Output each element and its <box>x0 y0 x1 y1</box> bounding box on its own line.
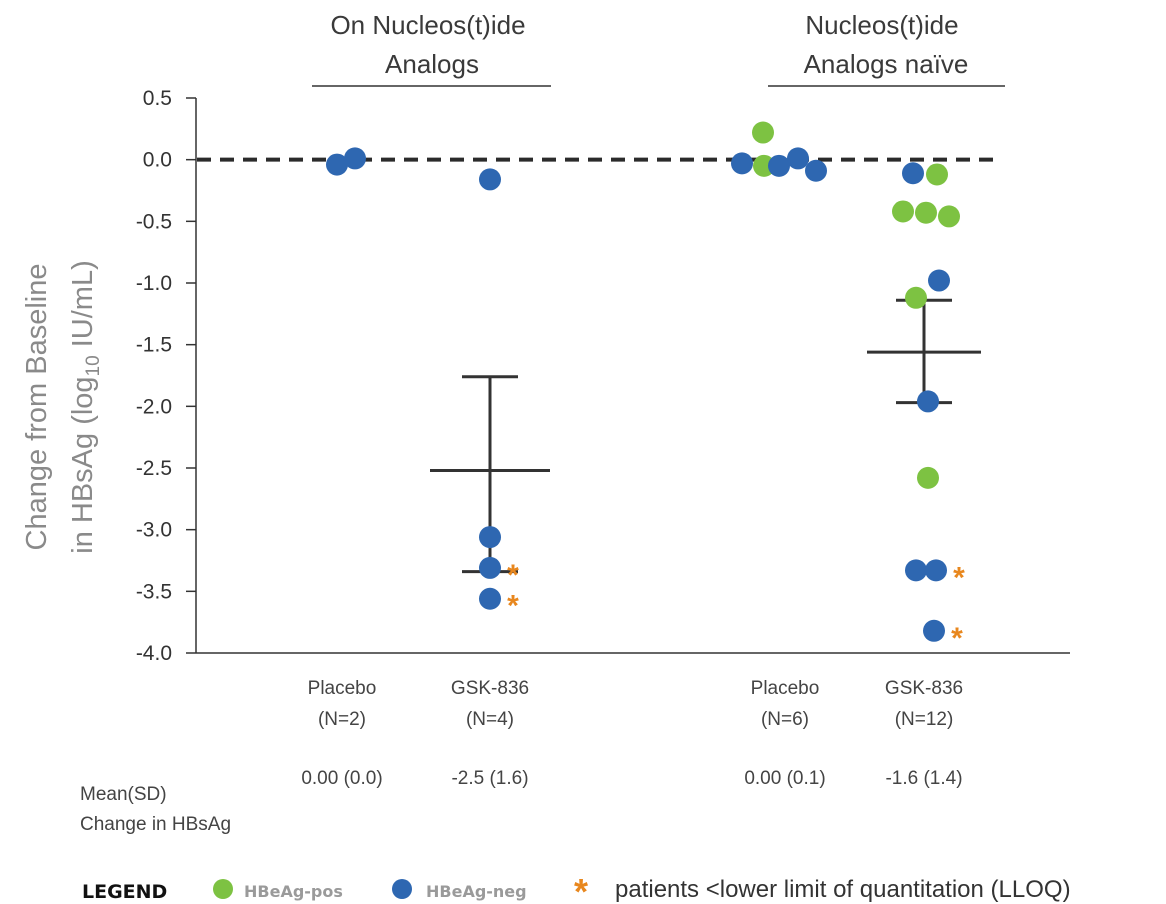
category-n: (N=2) <box>318 709 366 730</box>
group-title-on-na-line2: Analogs <box>385 49 479 79</box>
data-point <box>905 559 927 582</box>
category-stat: -2.5 (1.6) <box>451 768 528 789</box>
error-bars <box>430 298 981 574</box>
data-point <box>923 619 945 642</box>
y-tick-label: 0.5 <box>143 87 172 110</box>
data-point <box>938 205 960 228</box>
legend-title: LEGEND <box>82 881 167 903</box>
y-axis-title-sub: 10 <box>83 355 104 376</box>
legend-neg-label: HBeAg-neg <box>426 882 527 901</box>
y-axis-title-pre: in HBsAg (log <box>67 376 99 553</box>
y-tick-label: 0.0 <box>143 149 172 172</box>
data-point <box>917 390 939 413</box>
category-name: Placebo <box>308 678 377 699</box>
data-point <box>326 153 348 176</box>
y-tick-label: -4.0 <box>136 642 172 665</box>
data-point <box>892 200 914 223</box>
data-point <box>926 163 948 186</box>
data-point <box>805 159 827 182</box>
category-stat: -1.6 (1.4) <box>885 768 962 789</box>
lloq-star-icon: * <box>507 590 519 623</box>
lloq-star-icon: * <box>953 561 965 594</box>
category-n: (N=4) <box>466 709 514 730</box>
y-tick-label: -1.0 <box>136 272 172 295</box>
stat-label-line2: Change in HBsAg <box>80 814 231 835</box>
y-tick-label: -3.0 <box>136 519 172 542</box>
data-point <box>768 154 790 177</box>
data-point <box>479 526 501 549</box>
data-point <box>787 147 809 170</box>
category-n: (N=6) <box>761 709 809 730</box>
data-point <box>752 121 774 144</box>
y-tick-label: -2.0 <box>136 395 172 418</box>
y-axis-title-line2: in HBsAg (log10 IU/mL) <box>67 260 104 554</box>
category-name: GSK-836 <box>451 678 529 699</box>
category-n: (N=12) <box>895 709 954 730</box>
group-title-naive-line1: Nucleos(t)ide <box>805 10 958 40</box>
legend-neg-marker <box>392 879 412 899</box>
y-axis-title-post: IU/mL) <box>67 260 99 355</box>
data-point <box>479 168 501 191</box>
category-name: GSK-836 <box>885 678 963 699</box>
data-point <box>925 559 947 582</box>
category-labels: Placebo (N=2) 0.00 (0.0) GSK-836 (N=4) -2.5 (… <box>301 678 963 789</box>
legend-pos-label: HBeAg-pos <box>244 882 343 901</box>
y-axis-title-line1: Change from Baseline <box>21 264 53 551</box>
group-title-on-na-line1: On Nucleos(t)ide <box>330 10 525 40</box>
legend-star-label: patients <lower limit of quantitation (L… <box>615 876 1071 903</box>
data-point <box>902 162 924 185</box>
data-point <box>731 152 753 175</box>
category-stat: 0.00 (0.0) <box>301 768 382 789</box>
data-point <box>479 556 501 579</box>
y-tick-label: -2.5 <box>136 457 172 480</box>
data-point <box>928 269 950 292</box>
legend-pos-marker <box>213 879 233 899</box>
data-point <box>915 201 937 224</box>
legend-star-icon: * <box>574 871 588 904</box>
y-tick-label: -3.5 <box>136 580 172 603</box>
lloq-star-icon: * <box>507 559 519 592</box>
y-ticks: 0.5 0.0 -0.5 -1.0 -1.5 -2.0 -2.5 -3.0 -3.5 -4.0 <box>136 87 196 665</box>
lloq-star-icon: * <box>951 622 963 655</box>
data-points: **** <box>326 121 965 655</box>
category-stat: 0.00 (0.1) <box>744 768 825 789</box>
group-title-naive-line2: Analogs naïve <box>804 49 969 79</box>
category-name: Placebo <box>751 678 820 699</box>
y-tick-label: -0.5 <box>136 210 172 233</box>
y-tick-label: -1.5 <box>136 334 172 357</box>
data-point <box>905 286 927 309</box>
data-point <box>917 466 939 489</box>
data-point <box>479 587 501 610</box>
stat-label-line1: Mean(SD) <box>80 784 167 805</box>
data-point <box>344 147 366 170</box>
